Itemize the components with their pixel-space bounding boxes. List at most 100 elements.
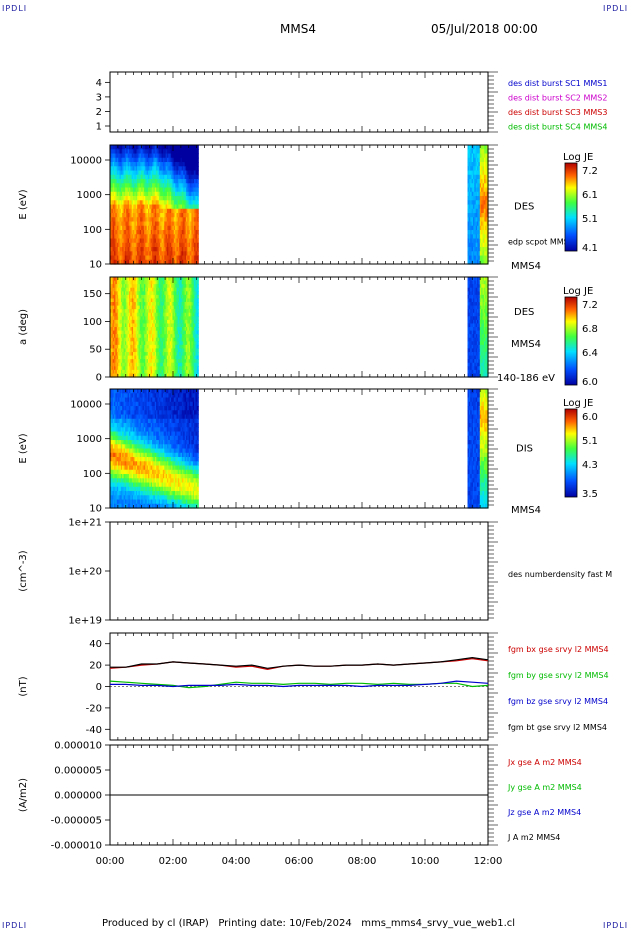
spectrogram-cell: [188, 145, 191, 150]
spectrogram-cell: [185, 157, 188, 163]
spectrogram-cell: [112, 234, 115, 240]
spectrogram-cell: [471, 302, 474, 307]
spectrogram-cell: [160, 327, 163, 332]
spectrogram-cell: [157, 366, 160, 371]
spectrogram-cell: [123, 373, 126, 378]
spectrogram-cell: [162, 183, 165, 189]
spectrogram-cell: [478, 145, 481, 150]
spectrogram-cell: [137, 204, 140, 210]
spectrogram-cell: [119, 334, 122, 339]
spectrogram-cell: [142, 319, 145, 325]
spectrogram-cell: [472, 352, 475, 357]
spectrogram-cell: [169, 330, 172, 335]
spectrogram-cell: [118, 291, 121, 296]
spectrogram-cell: [118, 280, 121, 285]
spectrogram-cell: [192, 330, 195, 335]
spectrogram-cell: [194, 319, 197, 325]
spectrogram-cell: [194, 157, 197, 163]
spectrogram-cell: [475, 284, 478, 289]
spectrogram-cell: [184, 179, 187, 184]
spectrogram-cell: [114, 397, 117, 403]
spectrogram-cell: [470, 344, 473, 350]
spectrogram-cell: [130, 174, 133, 180]
spectrogram-cell: [185, 319, 188, 325]
spectrogram-cell: [112, 369, 115, 375]
spectrogram-cell: [169, 305, 172, 310]
spectrogram-cell: [123, 280, 126, 285]
spectrogram-cell: [110, 359, 112, 364]
spectrogram-cell: [120, 337, 123, 342]
spectrogram-cell: [123, 316, 126, 321]
spectrogram-cell: [111, 486, 114, 492]
spectrogram-cell: [164, 225, 167, 231]
spectrogram-cell: [149, 369, 152, 375]
spectrogram-cell: [161, 309, 164, 314]
spectrogram-cell: [474, 298, 477, 303]
spectrogram-cell: [166, 355, 169, 360]
spectrogram-cell: [468, 355, 471, 360]
spectrogram-cell: [143, 251, 146, 257]
spectrogram-cell: [185, 174, 188, 180]
spectrogram-cell: [150, 225, 153, 231]
spectrogram-cell: [176, 323, 179, 328]
spectrogram-cell: [471, 330, 474, 335]
spectrogram-cell: [119, 348, 122, 353]
spectrogram-cell: [139, 157, 142, 163]
spectrogram-cell: [150, 191, 153, 197]
spectrogram-cell: [482, 230, 485, 235]
spectrogram-cell: [171, 359, 174, 364]
spectrogram-cell: [474, 221, 477, 227]
spectrogram-cell: [115, 352, 118, 357]
spectrogram-cell: [134, 330, 137, 335]
spectrogram-cell: [135, 242, 138, 248]
spectrogram-cell: [146, 200, 149, 206]
spectrogram-cell: [150, 309, 153, 314]
spectrogram-cell: [180, 309, 183, 314]
spectrogram-cell: [173, 337, 176, 342]
spectrogram-cell: [483, 162, 486, 167]
spectrogram-cell: [123, 366, 126, 371]
spectrogram-cell: [119, 191, 122, 197]
spectrogram-cell: [114, 280, 117, 285]
spectrogram-cell: [145, 187, 148, 193]
spectrogram-cell: [165, 323, 168, 328]
spectrogram-cell: [185, 312, 188, 317]
spectrogram-cell: [130, 217, 133, 223]
spectrogram-cell: [152, 234, 155, 240]
spectrogram-cell: [161, 213, 164, 218]
spectrogram-cell: [123, 323, 126, 328]
spectrogram-cell: [474, 166, 477, 172]
spectrogram-cell: [166, 187, 169, 193]
spectrogram-cell: [184, 287, 187, 292]
spectrogram-cell: [181, 149, 184, 155]
spectrogram-cell: [160, 242, 163, 248]
spectrogram-cell: [145, 369, 148, 375]
spectrogram-cell: [110, 284, 112, 289]
spectrogram-cell: [110, 406, 112, 411]
spectrogram-cell: [126, 316, 129, 321]
spectrogram-cell: [141, 251, 144, 257]
spectrogram-cell: [145, 355, 148, 360]
spectrogram-cell: [176, 312, 179, 317]
spectrogram-cell: [195, 200, 198, 206]
spectrogram-cell: [161, 217, 164, 223]
spectrogram-cell: [483, 280, 486, 285]
spectrogram-cell: [471, 305, 474, 310]
spectrogram-cell: [146, 221, 149, 227]
spectrogram-cell: [162, 174, 165, 180]
spectrogram-cell: [114, 389, 117, 394]
spectrogram-cell: [147, 337, 150, 342]
spectrogram-cell: [184, 284, 187, 289]
spectrogram-cell: [162, 341, 165, 346]
spectrogram-cell: [158, 327, 161, 332]
spectrogram-cell: [120, 298, 123, 303]
spectrogram-cell: [187, 204, 190, 210]
spectrogram-cell: [185, 234, 188, 240]
spectrogram-cell: [152, 312, 155, 317]
spectrogram-cell: [180, 196, 183, 201]
spectrogram-cell: [142, 355, 145, 360]
spectrogram-cell: [173, 334, 176, 339]
spectrogram-cell: [184, 259, 187, 265]
spectrogram-cell: [126, 174, 129, 180]
spectrogram-cell: [173, 291, 176, 296]
